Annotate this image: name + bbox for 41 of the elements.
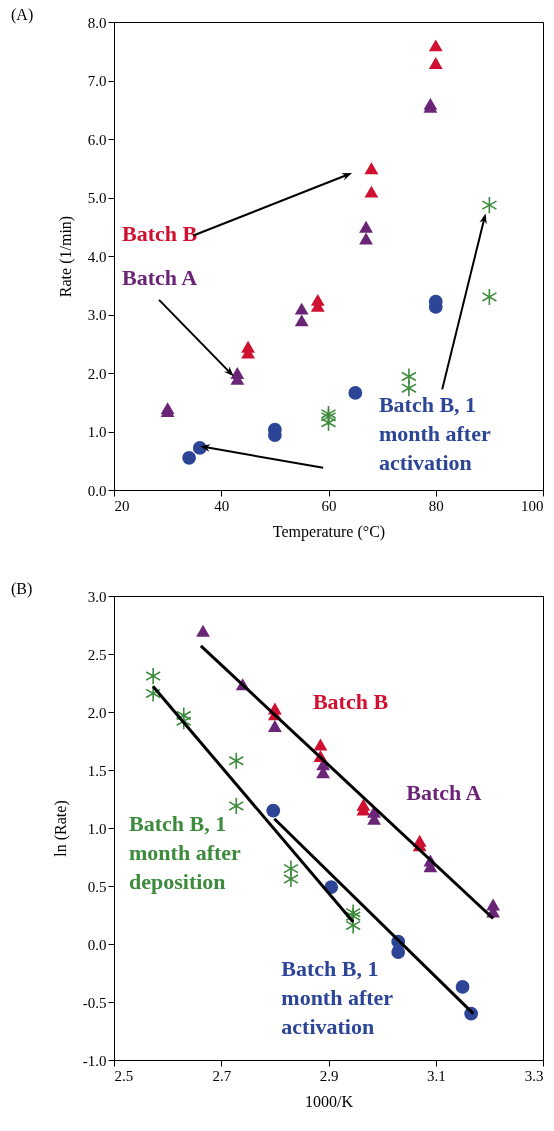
y-tick-label: -0.5 — [82, 994, 107, 1011]
series-label: Batch B — [312, 689, 389, 715]
y-tick-label: 8.0 — [87, 14, 107, 31]
y-tick-label: 2.0 — [87, 704, 107, 721]
x-tick-label: 60 — [321, 497, 337, 514]
y-tick-label: 4.0 — [87, 248, 107, 265]
x-tick-label: 2.9 — [319, 1067, 339, 1084]
y-tick-label: 3.0 — [87, 307, 107, 323]
x-axis-title: Temperature (°C) — [272, 522, 386, 541]
x-tick-label: 20 — [114, 497, 130, 514]
x-tick-label: 2.5 — [114, 1067, 134, 1084]
y-tick-label: 6.0 — [87, 131, 107, 148]
x-tick-label: 3.1 — [426, 1067, 446, 1084]
x-tick-label: 2.7 — [212, 1067, 232, 1084]
y-tick-label: 2.5 — [87, 646, 107, 663]
y-axis-title: ln (Rate) — [51, 800, 70, 857]
text: Batch A — [122, 264, 198, 290]
y-axis-title: Rate (1/min) — [56, 215, 75, 298]
y-tick-label: -1.0 — [82, 1052, 107, 1069]
series-label: Batch A — [406, 779, 482, 805]
y-tick-label: 2.0 — [87, 365, 107, 382]
series-label: Batch B, 1 month after deposition — [129, 811, 242, 895]
x-tick-label: 40 — [214, 497, 230, 514]
y-tick-label: 1.0 — [87, 820, 107, 837]
y-tick-label: 1.5 — [87, 762, 107, 779]
x-tick-label: 100 — [521, 497, 544, 514]
y-tick-label: 5.0 — [87, 190, 107, 206]
y-tick-label: 1.0 — [87, 424, 107, 440]
y-tick-label: 0.0 — [87, 482, 107, 499]
y-tick-label: 0.0 — [87, 936, 107, 953]
x-tick-label: 80 — [428, 497, 444, 514]
y-tick-label: 0.5 — [87, 878, 107, 895]
chart-title: (B) — [11, 580, 33, 598]
y-tick-label: 3.0 — [87, 588, 107, 605]
chart-title: (A) — [11, 6, 34, 24]
x-tick-label: 3.3 — [524, 1067, 544, 1084]
y-tick-label: 7.0 — [87, 73, 107, 89]
series-label: Batch B, 1 month after activation — [281, 956, 394, 1040]
series-label: Batch B, 1 month after activation — [378, 392, 491, 476]
text: Batch B — [122, 220, 198, 246]
x-axis-title: 1000/K — [305, 1092, 354, 1110]
